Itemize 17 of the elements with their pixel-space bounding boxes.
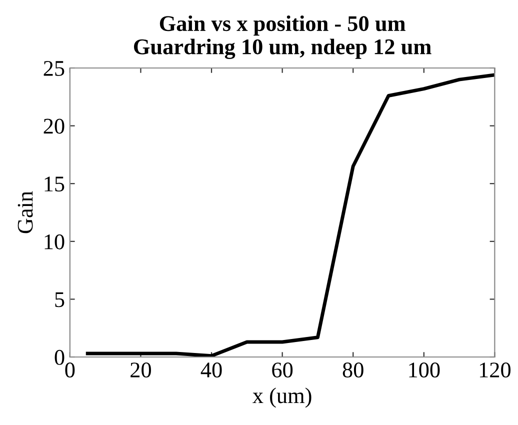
line-series — [86, 73, 495, 357]
y-axis-title: Gain — [18, 191, 33, 234]
chart-title: Gain vs x position - 50 um Guardring 10 um, ndeep 12 um — [134, 15, 432, 60]
x-tick-label: 0 — [65, 362, 75, 378]
x-tick-label: 120 — [480, 362, 511, 378]
y-tick-label: 0 — [54, 350, 64, 365]
y-tick-label: 25 — [44, 60, 64, 76]
y-tick-label: 15 — [44, 176, 64, 192]
y-tick-label: 10 — [44, 234, 64, 250]
x-tick-label: 80 — [342, 362, 364, 378]
x-tick-label: 40 — [200, 362, 222, 378]
x-tick-label: 60 — [272, 362, 293, 378]
x-tick-label: 20 — [130, 362, 151, 378]
x-axis-title: x (um) — [252, 388, 312, 408]
x-tick-label: 100 — [409, 362, 440, 378]
y-tick-label: 5 — [55, 292, 64, 308]
y-tick-label: 20 — [44, 118, 64, 134]
